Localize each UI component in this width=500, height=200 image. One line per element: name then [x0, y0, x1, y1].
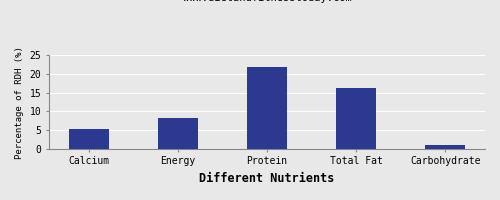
- Y-axis label: Percentage of RDH (%): Percentage of RDH (%): [15, 46, 24, 159]
- Bar: [158, 118, 198, 149]
- Bar: [69, 129, 109, 149]
- X-axis label: Different Nutrients: Different Nutrients: [200, 172, 334, 185]
- Bar: [336, 88, 376, 149]
- Bar: [247, 67, 287, 149]
- Text: www.dietandfitnesstoday.com: www.dietandfitnesstoday.com: [182, 0, 352, 3]
- Bar: [425, 145, 465, 149]
